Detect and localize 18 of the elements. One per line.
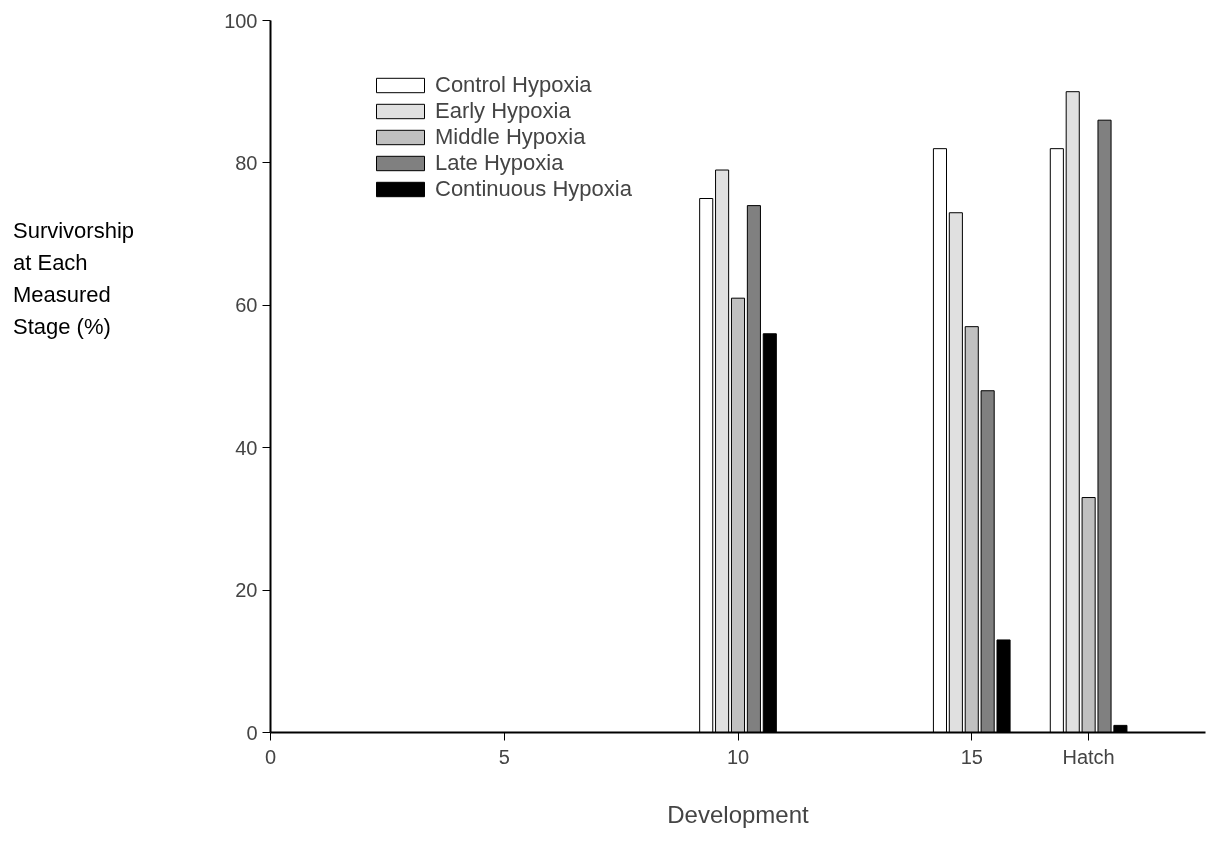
y-tick-label: 60 [235,294,258,317]
legend-label: Early Hypoxia [435,98,571,124]
y-tick-label: 20 [235,579,258,602]
x-axis-title: Development [667,800,810,828]
y-tick-label: 80 [235,151,258,174]
legend-label: Continuous Hypoxia [435,176,632,202]
legend-label: Control Hypoxia [435,72,592,98]
y-tick-label: 40 [235,436,258,459]
legend-label: Late Hypoxia [435,150,564,176]
y-axis-title: Survivorship at Each Measured Stage (%) [13,217,135,341]
x-tick-label: Hatch [1062,745,1115,768]
x-tick-label: 5 [498,745,510,768]
x-tick-label: 10 [726,745,750,768]
y-tick-label: 0 [246,721,258,744]
legend-label: Middle Hypoxia [435,124,586,150]
x-tick-label: 15 [960,745,983,768]
x-tick-label: 0 [264,745,277,768]
y-tick-label: 100 [224,9,258,32]
